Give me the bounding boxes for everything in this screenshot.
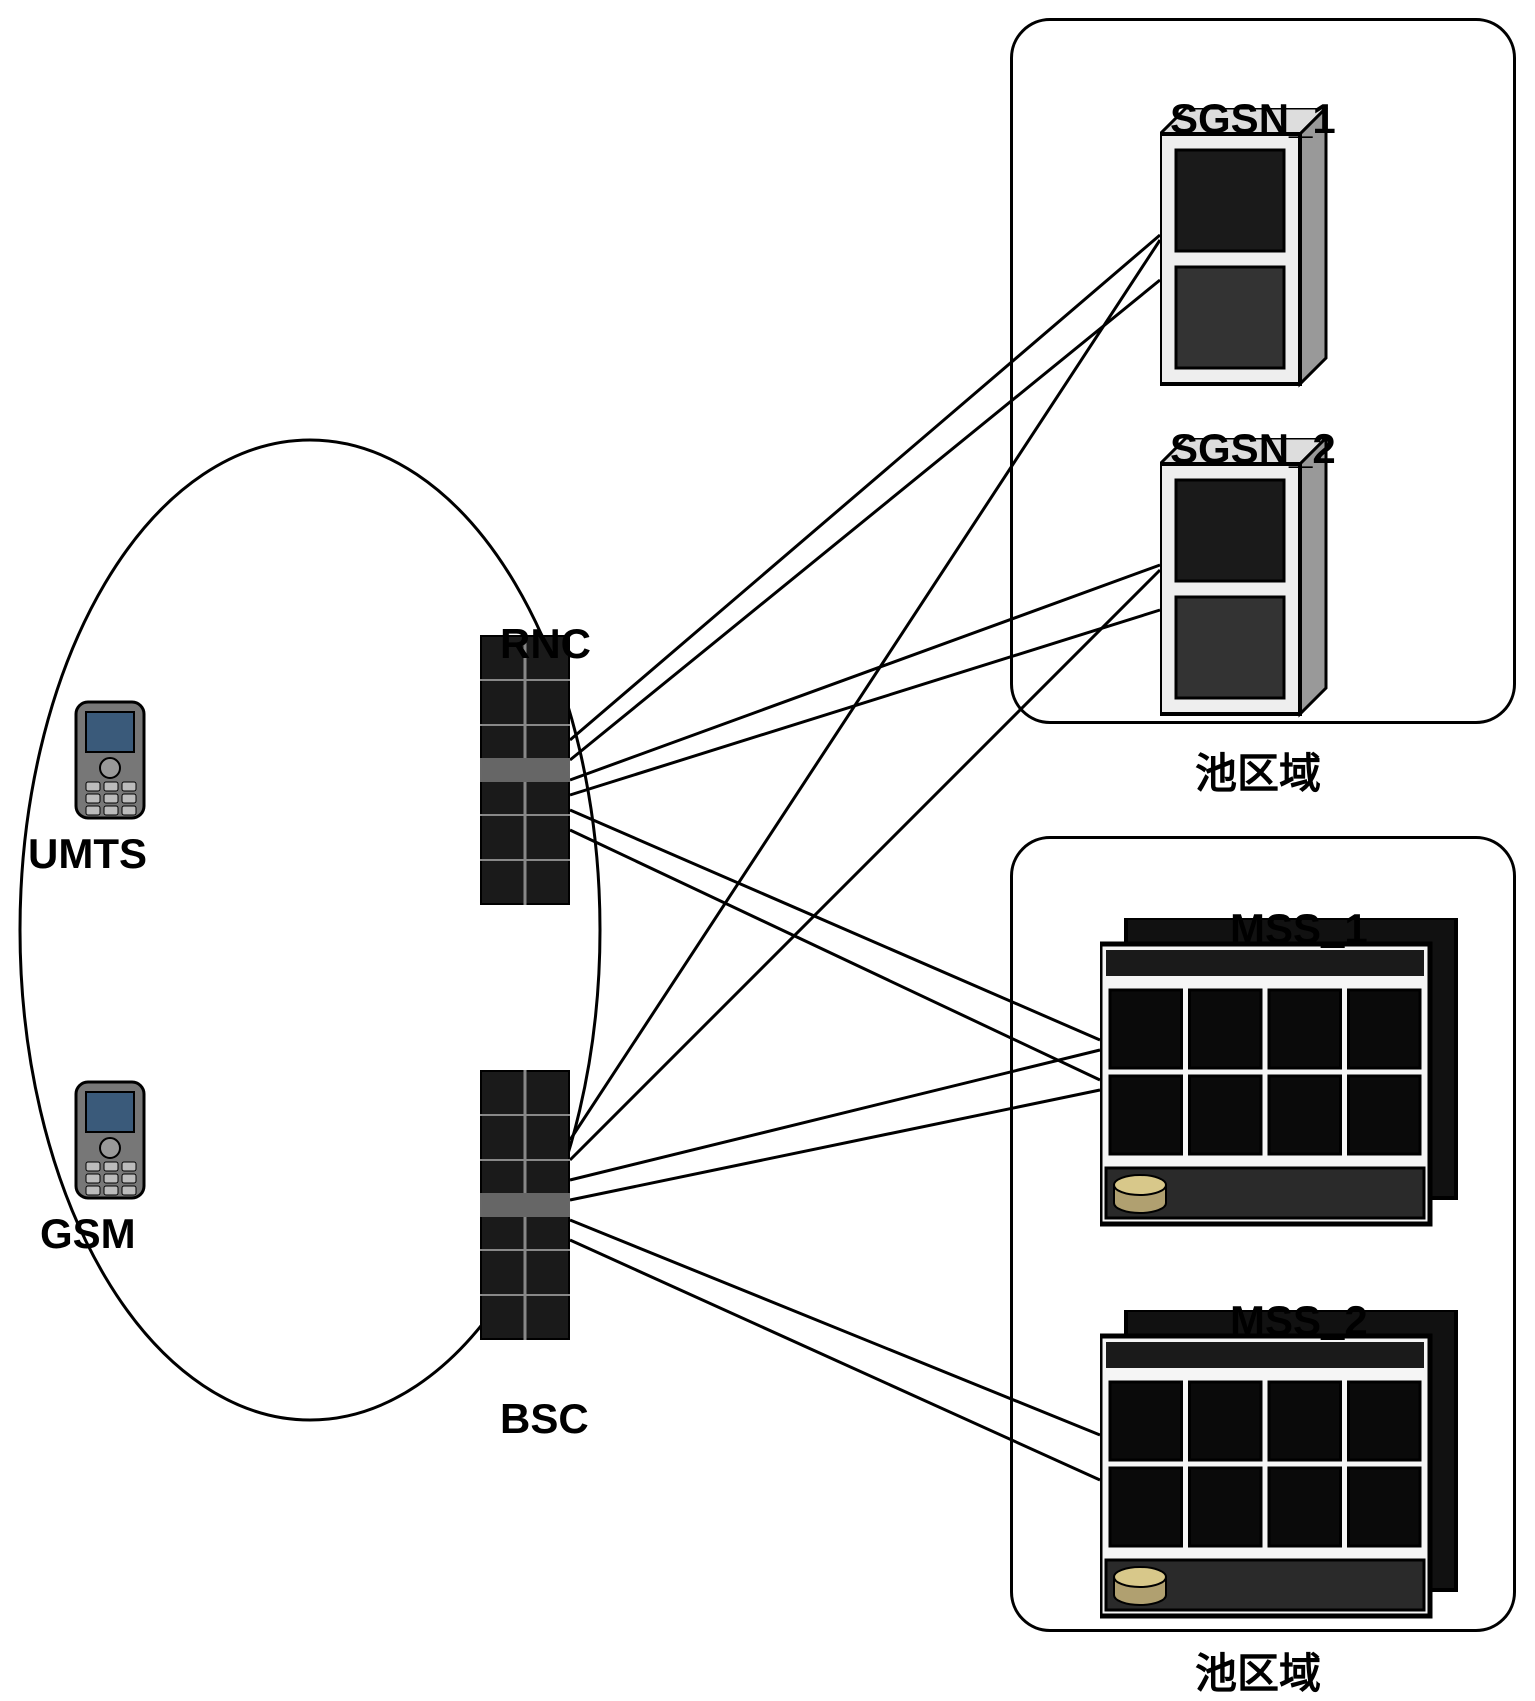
sgsn1-label: SGSN_1 [1170,95,1336,143]
mss1-server-icon [1100,918,1460,1233]
rnc-label: RNC [500,620,591,668]
rnc-rack-icon [480,635,570,910]
umts-label: UMTS [28,830,147,878]
pool-area-bottom-label: 池区域 [1195,1640,1321,1701]
diagram-canvas: 池区域 池区域 UMTS GSM RNC BSC SGSN_1 SGSN_2 M… [0,0,1535,1654]
mss2-label: MSS_2 [1230,1297,1368,1345]
sgsn2-label: SGSN_2 [1170,425,1336,473]
mss1-label: MSS_1 [1230,905,1368,953]
bsc-rack-icon [480,1070,570,1345]
sgsn1-server-icon [1160,108,1330,393]
gsm-label: GSM [40,1210,136,1258]
sgsn2-server-icon [1160,438,1330,723]
pool-area-top-label: 池区域 [1195,740,1321,801]
bsc-label: BSC [500,1395,589,1443]
phone-umts-icon [70,700,150,825]
phone-gsm-icon [70,1080,150,1205]
mss2-server-icon [1100,1310,1460,1625]
